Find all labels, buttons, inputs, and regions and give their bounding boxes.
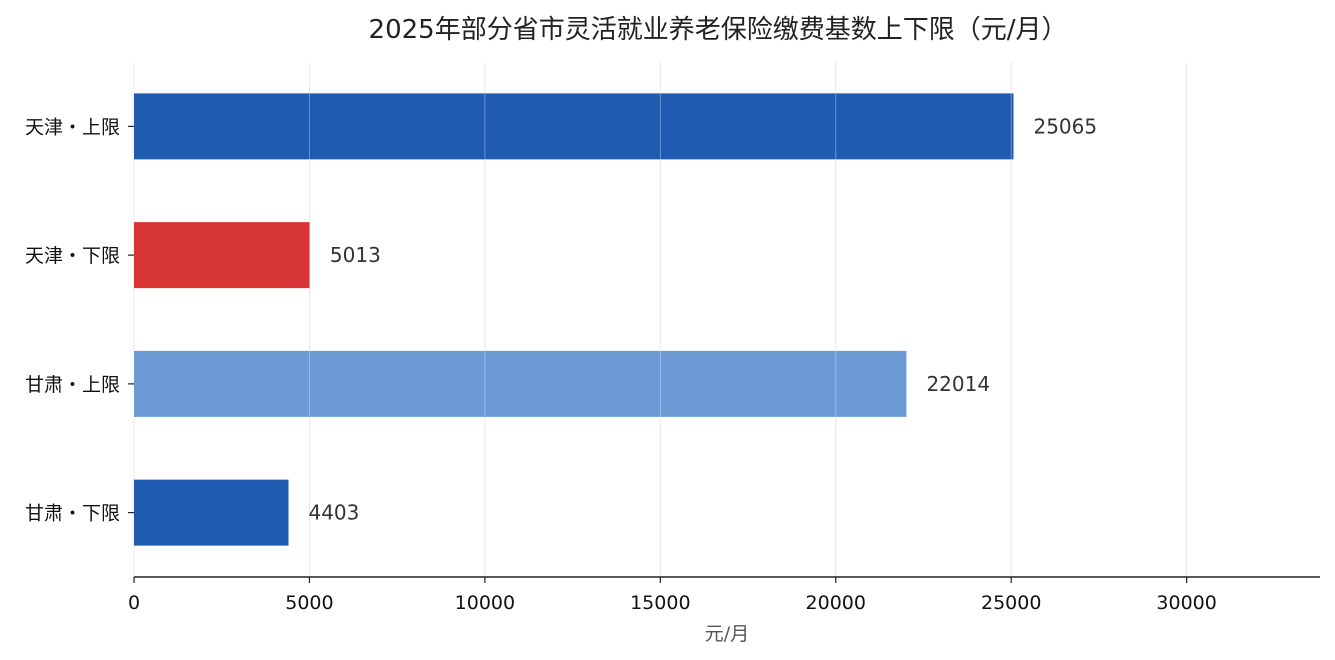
value-labels: 25065 5013 22014 4403 bbox=[308, 114, 1097, 524]
x-tick-label-5: 25000 bbox=[981, 592, 1041, 614]
x-tick-label-1: 5000 bbox=[285, 592, 333, 614]
x-axis-ticks: 0 5000 10000 15000 20000 25000 30000 bbox=[128, 577, 1217, 614]
value-label-1: 5013 bbox=[330, 243, 381, 267]
value-label-3: 4403 bbox=[308, 501, 359, 525]
bar-0 bbox=[134, 93, 1014, 160]
x-tick-label-0: 0 bbox=[128, 592, 140, 614]
value-label-0: 25065 bbox=[1033, 114, 1097, 138]
x-tick-label-4: 20000 bbox=[806, 592, 866, 614]
x-tick-label-2: 10000 bbox=[455, 592, 515, 614]
bars bbox=[134, 93, 1014, 546]
x-tick-label-3: 15000 bbox=[630, 592, 690, 614]
x-tick-label-6: 30000 bbox=[1156, 592, 1216, 614]
bar-1 bbox=[134, 222, 310, 289]
category-label-0: 天津・上限 bbox=[25, 116, 120, 138]
value-label-2: 22014 bbox=[926, 372, 990, 396]
chart-title: 2025年部分省市灵活就业养老保险缴费基数上下限（元/月） bbox=[369, 15, 1068, 45]
category-label-1: 天津・下限 bbox=[25, 245, 120, 267]
category-label-2: 甘肃・上限 bbox=[25, 374, 120, 396]
x-axis-title: 元/月 bbox=[705, 623, 749, 645]
bar-2 bbox=[134, 350, 907, 417]
bar-3 bbox=[134, 479, 289, 546]
category-label-3: 甘肃・下限 bbox=[25, 503, 120, 525]
